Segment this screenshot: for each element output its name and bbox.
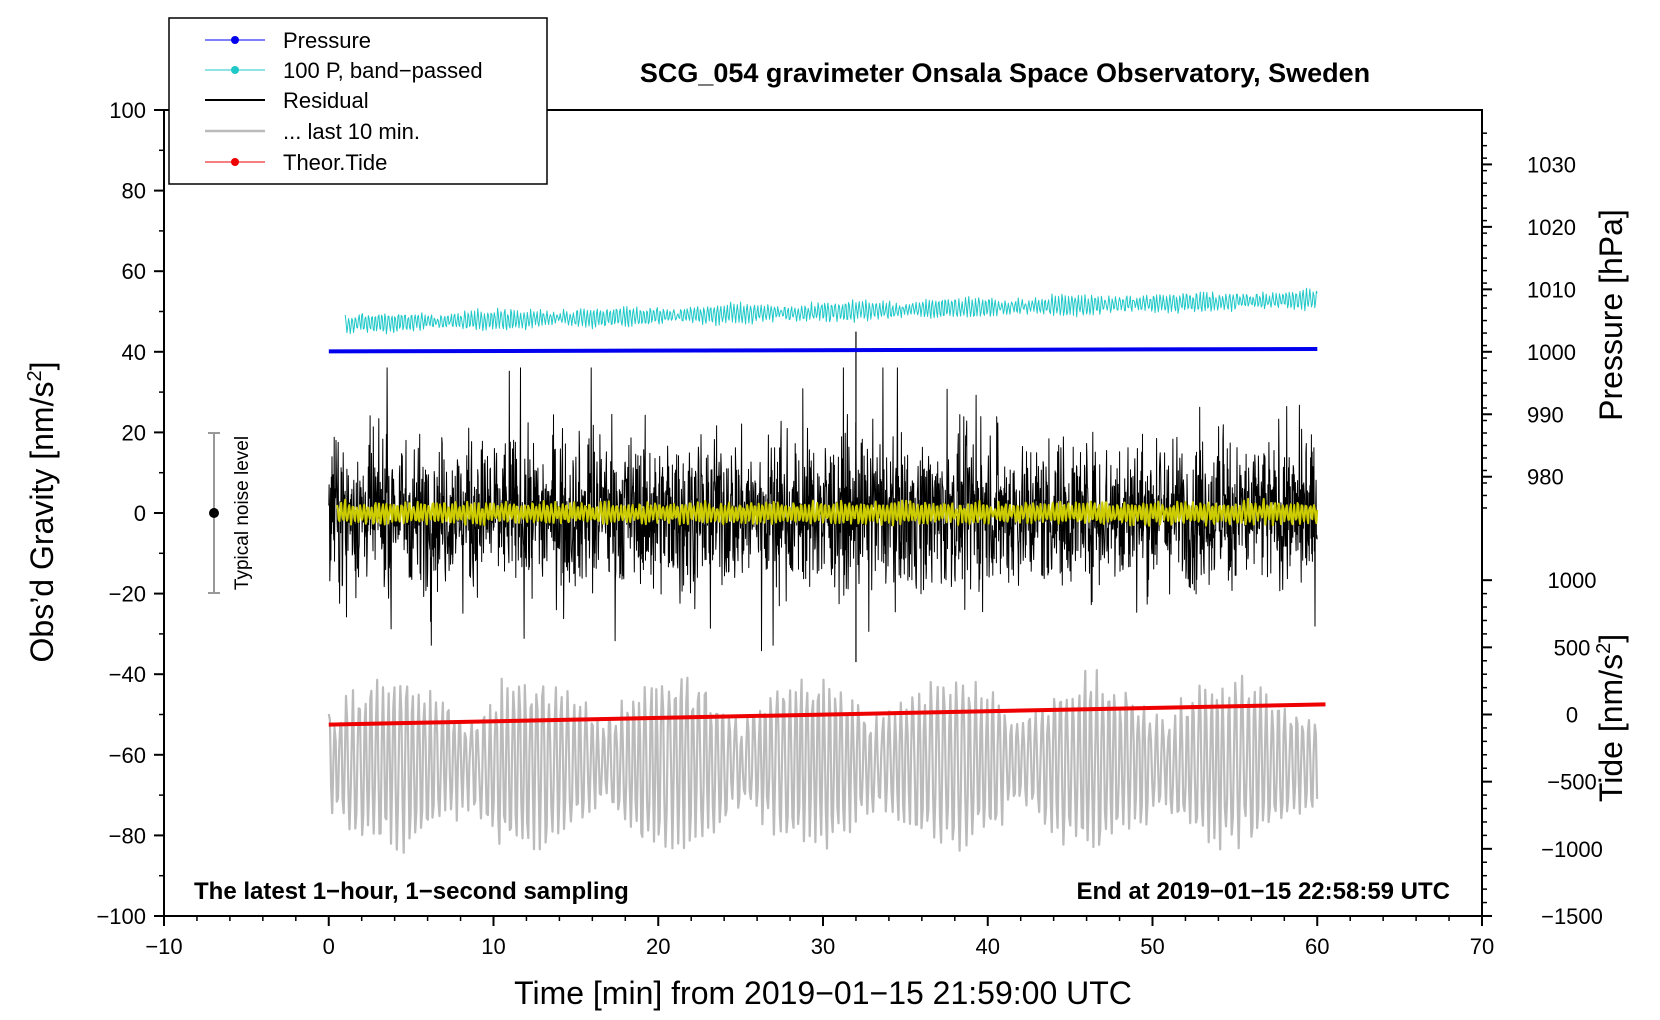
x-tick-label-8: 70 — [1470, 934, 1494, 959]
y-tick-label-0: 100 — [109, 98, 146, 123]
pressure-tick-label-5: 980 — [1527, 465, 1564, 490]
legend-label-pressure: Pressure — [283, 28, 371, 53]
legend-marker-pressure — [231, 36, 239, 44]
x-tick-label-0: −10 — [145, 934, 182, 959]
y-tick-label-10: −100 — [96, 904, 146, 929]
legend: Pressure 100 P, band−passed Residual ...… — [169, 18, 547, 184]
x-tick-label-1: 0 — [323, 934, 335, 959]
pressure-tick-label-3: 1000 — [1527, 340, 1576, 365]
noise-level-label: Typical noise level — [232, 436, 253, 590]
x-tick-label-6: 50 — [1140, 934, 1164, 959]
legend-marker-band-passed — [231, 66, 239, 74]
x-tick-label-5: 40 — [976, 934, 1000, 959]
tide-tick-label-3: −500 — [1547, 770, 1597, 795]
tide-tick-label-4: −1000 — [1541, 837, 1603, 862]
y-tick-label-4: 20 — [122, 420, 146, 445]
legend-label-last-10-min: ... last 10 min. — [283, 119, 420, 144]
series-pressure-line — [329, 349, 1318, 351]
y-tick-label-5: 0 — [134, 501, 146, 526]
x-tick-label-3: 20 — [646, 934, 670, 959]
chart-title: SCG_054 gravimeter Onsala Space Observat… — [640, 58, 1370, 88]
tide-tick-label-0: 1000 — [1548, 568, 1597, 593]
y-tick-label-6: −20 — [109, 582, 146, 607]
noise-center-dot — [209, 508, 219, 518]
legend-label-residual: Residual — [283, 88, 369, 113]
legend-label-band-passed: 100 P, band−passed — [283, 58, 483, 83]
x-tick-label-4: 30 — [811, 934, 835, 959]
sampling-note: The latest 1−hour, 1−second sampling — [194, 878, 629, 905]
tide-axis-title: Tide [nm/s2] — [1593, 634, 1629, 802]
y-axis-title-left: Obs’d Gravity [nm/s2] — [24, 362, 60, 663]
tide-tick-label-2: 0 — [1566, 703, 1578, 728]
pressure-tick-label-4: 990 — [1527, 402, 1564, 427]
gravity-chart: −10 0 10 20 30 40 50 60 70100806040200−20−40−60−… — [0, 0, 1660, 1020]
tide-axis-title-superscript: 2 — [1593, 643, 1615, 654]
y-tick-label-1: 80 — [122, 179, 146, 204]
legend-marker-theor-tide — [231, 158, 239, 166]
y-tick-label-8: −60 — [109, 743, 146, 768]
x-axis-title: Time [min] from 2019−01−15 21:59:00 UTC — [514, 975, 1132, 1011]
y-tick-label-3: 40 — [122, 340, 146, 365]
y-tick-label-9: −80 — [109, 823, 146, 848]
pressure-tick-label-0: 1030 — [1527, 152, 1576, 177]
y-axis-title-left-superscript: 2 — [24, 370, 46, 381]
tide-tick-label-5: −1500 — [1541, 904, 1603, 929]
pressure-tick-label-2: 1010 — [1527, 277, 1576, 302]
end-time-note: End at 2019−01−15 22:58:59 UTC — [1076, 878, 1450, 905]
y-tick-label-7: −40 — [109, 662, 146, 687]
pressure-axis-title: Pressure [hPa] — [1593, 209, 1629, 421]
tide-tick-label-1: 500 — [1554, 635, 1591, 660]
pressure-tick-label-1: 1020 — [1527, 215, 1576, 240]
x-tick-label-7: 60 — [1305, 934, 1329, 959]
y-tick-label-2: 60 — [122, 259, 146, 284]
legend-label-theor-tide: Theor.Tide — [283, 150, 387, 175]
x-tick-label-2: 10 — [481, 934, 505, 959]
